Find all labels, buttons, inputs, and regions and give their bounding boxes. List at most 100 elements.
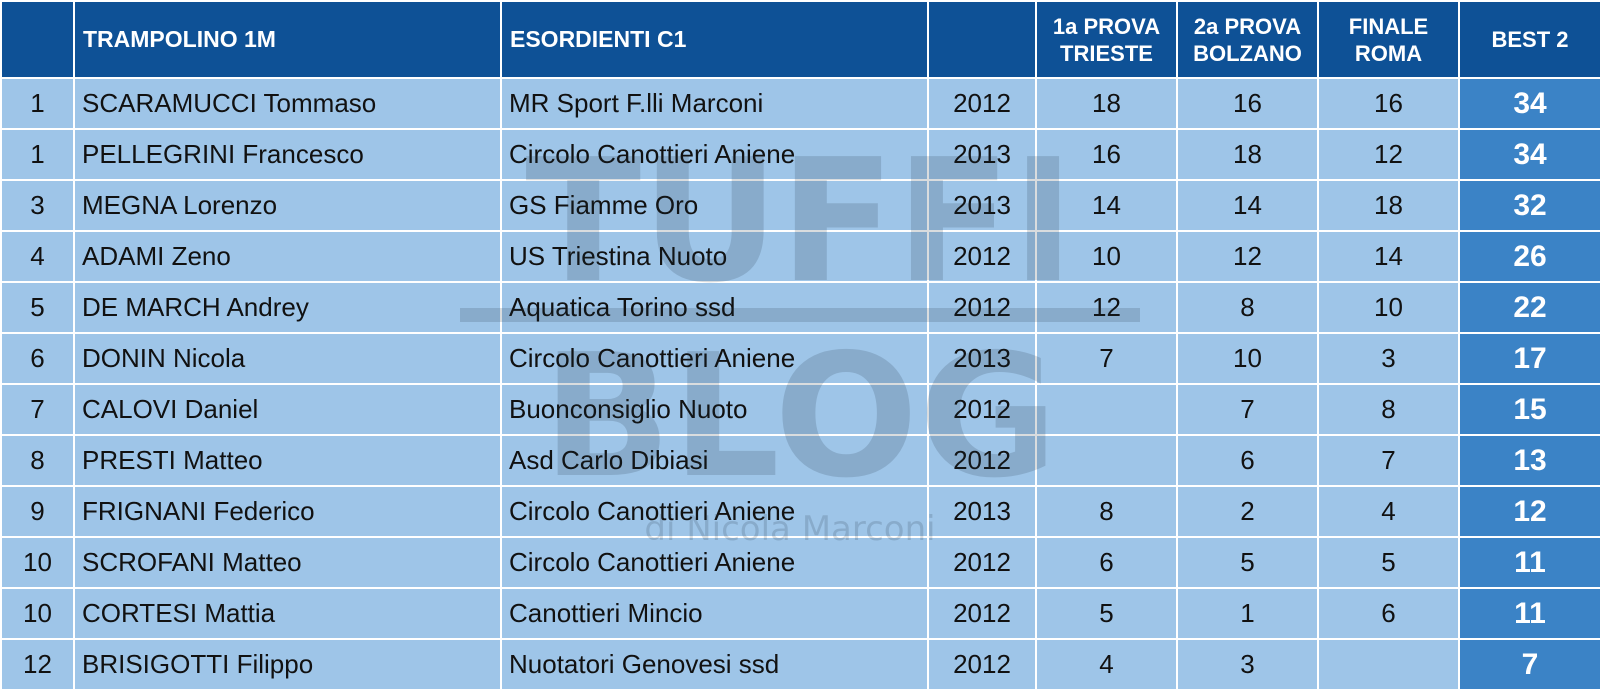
prova2-score-cell: 12 — [1176, 230, 1319, 283]
athlete-name-cell: CORTESI Mattia — [73, 587, 502, 640]
club-cell: GS Fiamme Oro — [500, 179, 929, 232]
rank-cell: 8 — [0, 434, 75, 487]
prova1-header-line1: 1a PROVA — [1052, 13, 1161, 39]
rank-cell: 12 — [0, 638, 75, 691]
finale-score-cell: 5 — [1317, 536, 1460, 589]
table-row: 6 DONIN Nicola Circolo Canottieri Aniene… — [0, 332, 1600, 385]
table-row: 7 CALOVI Daniel Buonconsiglio Nuoto 2012… — [0, 383, 1600, 436]
header-row: TRAMPOLINO 1M ESORDIENTI C1 1a PROVA TRI… — [0, 0, 1600, 79]
rank-cell: 1 — [0, 128, 75, 181]
prova2-score-cell: 7 — [1176, 383, 1319, 436]
finale-score-cell: 6 — [1317, 587, 1460, 640]
prova2-score-cell: 6 — [1176, 434, 1319, 487]
finale-score-cell: 18 — [1317, 179, 1460, 232]
rank-cell: 5 — [0, 281, 75, 334]
birth-year-cell: 2012 — [927, 434, 1037, 487]
best-score-cell: 12 — [1458, 485, 1600, 538]
prova1-score-cell: 18 — [1035, 77, 1178, 130]
prova1-header: 1a PROVA TRIESTE — [1035, 0, 1178, 79]
club-cell: MR Sport F.lli Marconi — [500, 77, 929, 130]
athlete-name-cell: CALOVI Daniel — [73, 383, 502, 436]
athlete-name-cell: DE MARCH Andrey — [73, 281, 502, 334]
prova2-score-cell: 5 — [1176, 536, 1319, 589]
club-cell: Circolo Canottieri Aniene — [500, 128, 929, 181]
birth-year-cell: 2012 — [927, 281, 1037, 334]
birth-year-cell: 2012 — [927, 587, 1037, 640]
best-score-cell: 22 — [1458, 281, 1600, 334]
prova2-score-cell: 3 — [1176, 638, 1319, 691]
prova1-score-cell: 16 — [1035, 128, 1178, 181]
prova1-score-cell: 4 — [1035, 638, 1178, 691]
club-cell: Nuotatori Genovesi ssd — [500, 638, 929, 691]
best-score-cell: 34 — [1458, 77, 1600, 130]
finale-header-line1: FINALE — [1348, 13, 1429, 39]
rank-cell: 9 — [0, 485, 75, 538]
prova2-score-cell: 14 — [1176, 179, 1319, 232]
prova1-score-cell: 7 — [1035, 332, 1178, 385]
club-cell: US Triestina Nuoto — [500, 230, 929, 283]
athlete-name-cell: PRESTI Matteo — [73, 434, 502, 487]
table-row: 8 PRESTI Matteo Asd Carlo Dibiasi 2012 6… — [0, 434, 1600, 487]
best-score-cell: 7 — [1458, 638, 1600, 691]
table-row: 4 ADAMI Zeno US Triestina Nuoto 2012 10 … — [0, 230, 1600, 283]
athlete-name-cell: PELLEGRINI Francesco — [73, 128, 502, 181]
prova1-score-cell: 8 — [1035, 485, 1178, 538]
athlete-name-cell: BRISIGOTTI Filippo — [73, 638, 502, 691]
rank-cell: 7 — [0, 383, 75, 436]
birth-year-cell: 2012 — [927, 77, 1037, 130]
rank-cell: 1 — [0, 77, 75, 130]
finale-score-cell — [1317, 638, 1460, 691]
club-cell: Circolo Canottieri Aniene — [500, 332, 929, 385]
birth-year-cell: 2012 — [927, 230, 1037, 283]
best-score-cell: 32 — [1458, 179, 1600, 232]
year-header — [927, 0, 1037, 79]
prova2-header: 2a PROVA BOLZANO — [1176, 0, 1319, 79]
finale-score-cell: 8 — [1317, 383, 1460, 436]
finale-score-cell: 10 — [1317, 281, 1460, 334]
athlete-name-cell: SCROFANI Matteo — [73, 536, 502, 589]
finale-header: FINALE ROMA — [1317, 0, 1460, 79]
club-cell: Circolo Canottieri Aniene — [500, 485, 929, 538]
athlete-name-cell: DONIN Nicola — [73, 332, 502, 385]
prova2-score-cell: 8 — [1176, 281, 1319, 334]
prova2-header-line1: 2a PROVA — [1193, 13, 1302, 39]
birth-year-cell: 2013 — [927, 485, 1037, 538]
prova1-score-cell: 12 — [1035, 281, 1178, 334]
finale-score-cell: 16 — [1317, 77, 1460, 130]
table-row: 1 PELLEGRINI Francesco Circolo Canottier… — [0, 128, 1600, 181]
rank-header — [0, 0, 75, 79]
club-cell: Circolo Canottieri Aniene — [500, 536, 929, 589]
table-row: 9 FRIGNANI Federico Circolo Canottieri A… — [0, 485, 1600, 538]
best-header: BEST 2 — [1458, 0, 1600, 79]
finale-score-cell: 3 — [1317, 332, 1460, 385]
table-row: 5 DE MARCH Andrey Aquatica Torino ssd 20… — [0, 281, 1600, 334]
athlete-name-cell: ADAMI Zeno — [73, 230, 502, 283]
prova1-score-cell: 14 — [1035, 179, 1178, 232]
prova2-score-cell: 10 — [1176, 332, 1319, 385]
table-row: 12 BRISIGOTTI Filippo Nuotatori Genovesi… — [0, 638, 1600, 691]
birth-year-cell: 2012 — [927, 638, 1037, 691]
birth-year-cell: 2013 — [927, 179, 1037, 232]
birth-year-cell: 2012 — [927, 383, 1037, 436]
finale-score-cell: 4 — [1317, 485, 1460, 538]
best-score-cell: 15 — [1458, 383, 1600, 436]
rank-cell: 6 — [0, 332, 75, 385]
best-score-cell: 34 — [1458, 128, 1600, 181]
prova2-score-cell: 16 — [1176, 77, 1319, 130]
birth-year-cell: 2013 — [927, 332, 1037, 385]
rank-cell: 3 — [0, 179, 75, 232]
best-score-cell: 13 — [1458, 434, 1600, 487]
athlete-name-cell: FRIGNANI Federico — [73, 485, 502, 538]
table-row: 10 SCROFANI Matteo Circolo Canottieri An… — [0, 536, 1600, 589]
prova1-score-cell: 10 — [1035, 230, 1178, 283]
prova2-score-cell: 1 — [1176, 587, 1319, 640]
best-score-cell: 17 — [1458, 332, 1600, 385]
best-score-cell: 26 — [1458, 230, 1600, 283]
prova1-score-cell: 6 — [1035, 536, 1178, 589]
finale-score-cell: 12 — [1317, 128, 1460, 181]
prova1-score-cell — [1035, 434, 1178, 487]
club-cell: Aquatica Torino ssd — [500, 281, 929, 334]
club-cell: Asd Carlo Dibiasi — [500, 434, 929, 487]
athlete-name-cell: SCARAMUCCI Tommaso — [73, 77, 502, 130]
